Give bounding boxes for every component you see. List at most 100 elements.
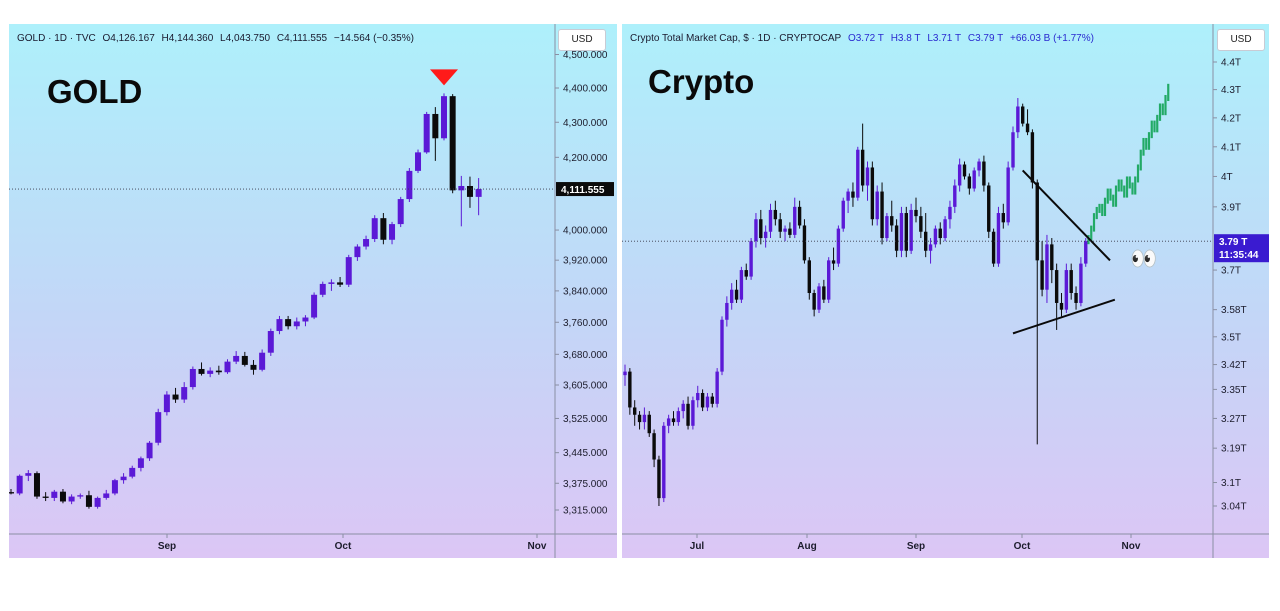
crypto-candle-body bbox=[899, 213, 904, 251]
gold-candle-body bbox=[77, 495, 84, 497]
gold-candle-body bbox=[423, 113, 430, 153]
crypto-big-label: Crypto bbox=[648, 63, 755, 100]
gold-y-tick-label: 4,400.000 bbox=[563, 84, 608, 95]
crypto-candle-body bbox=[841, 200, 845, 229]
gold-y-tick-label: 3,840.000 bbox=[563, 286, 608, 297]
crypto-candle-body bbox=[1050, 244, 1054, 271]
crypto-candle-body bbox=[870, 167, 875, 220]
gold-overlay: 4,111.555 bbox=[9, 69, 614, 197]
crypto-x-ticks: Jul Aug Sep Oct Nov bbox=[690, 534, 1141, 552]
gold-candle-body bbox=[319, 283, 326, 295]
crypto-candle-body bbox=[977, 161, 981, 171]
crypto-candle-body bbox=[793, 206, 797, 235]
crypto-chart-svg[interactable]: 4.4T 4.3T 4.2T 4.1T 4T 3.9T 3.7T 3.58T 3.5T 3.42T… bbox=[622, 24, 1269, 558]
gold-candle-body bbox=[250, 364, 257, 370]
crypto-candle-body bbox=[647, 414, 651, 434]
crypto-x-tick-label: Sep bbox=[907, 541, 925, 552]
crypto-change: +66.03 B (+1.77%) bbox=[1010, 33, 1094, 44]
crypto-candle-body bbox=[894, 225, 899, 251]
crypto-y-tick-label: 4T bbox=[1221, 172, 1233, 183]
gold-candle-body bbox=[285, 319, 292, 327]
crypto-candle-body bbox=[1054, 270, 1059, 303]
crypto-high: H3.8 T bbox=[890, 33, 921, 44]
gold-chart-panel[interactable]: 4,500.000 4,400.000 4,300.000 4,200.000 4,00… bbox=[9, 24, 617, 558]
gold-candle-body bbox=[25, 473, 32, 476]
gold-candle-body bbox=[233, 355, 240, 362]
crypto-candle-body bbox=[991, 231, 996, 264]
gold-candle-body bbox=[466, 185, 473, 197]
crypto-symbol: Crypto Total Market Cap, $ · 1D · CRYPTO… bbox=[630, 33, 842, 44]
gold-candle-body bbox=[129, 467, 136, 477]
crypto-y-tick-label: 4.4T bbox=[1221, 58, 1241, 69]
gold-candle-body bbox=[380, 218, 387, 240]
crypto-candle-body bbox=[856, 149, 860, 198]
crypto-candle-body bbox=[657, 459, 661, 499]
crypto-x-tick-label: Jul bbox=[690, 541, 705, 552]
crypto-candle-body bbox=[938, 228, 942, 239]
gold-candle-body bbox=[267, 331, 274, 353]
gold-y-tick-label: 3,525.000 bbox=[563, 414, 608, 425]
crypto-candle-body bbox=[783, 228, 787, 232]
gold-candle-body bbox=[68, 496, 75, 502]
gold-candle-body bbox=[449, 96, 456, 191]
gold-candle-body bbox=[458, 185, 465, 191]
crypto-candle-body bbox=[996, 213, 1001, 264]
crypto-currency-button[interactable]: USD bbox=[1217, 29, 1265, 51]
gold-red-triangle-marker bbox=[430, 69, 458, 86]
crypto-candle-body bbox=[807, 260, 811, 294]
crypto-candle-body bbox=[1006, 167, 1010, 223]
gold-candle-body bbox=[42, 496, 49, 498]
gold-candle-body bbox=[224, 361, 231, 373]
crypto-chart-panel[interactable]: 4.4T 4.3T 4.2T 4.1T 4T 3.9T 3.7T 3.58T 3.5T 3.42T… bbox=[622, 24, 1269, 558]
crypto-candle-body bbox=[909, 209, 913, 251]
crypto-candle-body bbox=[1079, 263, 1083, 303]
crypto-candle-body bbox=[880, 191, 884, 239]
crypto-candle-body bbox=[933, 228, 938, 245]
crypto-candle-body bbox=[700, 392, 705, 408]
crypto-candle-body bbox=[875, 191, 879, 220]
gold-background bbox=[9, 24, 617, 558]
crypto-candle-body bbox=[914, 209, 918, 217]
gold-chart-svg[interactable]: 4,500.000 4,400.000 4,300.000 4,200.000 4,00… bbox=[9, 24, 617, 558]
crypto-y-tick-label: 3.1T bbox=[1221, 478, 1241, 489]
crypto-y-tick-label: 3.9T bbox=[1221, 202, 1241, 213]
gold-candle-body bbox=[181, 387, 188, 400]
crypto-candle-body bbox=[749, 241, 753, 277]
gold-y-tick-label: 3,375.000 bbox=[563, 479, 608, 490]
crypto-candle-body bbox=[904, 213, 908, 251]
crypto-candle-body bbox=[822, 286, 826, 300]
gold-candle-body bbox=[259, 352, 266, 370]
gold-candle-body bbox=[371, 218, 378, 240]
gold-candle-body bbox=[345, 257, 352, 285]
gold-candle-body bbox=[293, 321, 300, 327]
gold-candle-body bbox=[389, 224, 396, 240]
gold-y-ticks: 4,500.000 4,400.000 4,300.000 4,200.000 4,00… bbox=[555, 50, 608, 517]
crypto-candle-body bbox=[957, 164, 962, 186]
gold-candle-body bbox=[397, 199, 404, 225]
gold-x-tick-label: Oct bbox=[335, 541, 352, 552]
crypto-y-tick-label: 3.42T bbox=[1221, 360, 1247, 371]
crypto-candle-body bbox=[890, 216, 894, 226]
crypto-candle-body bbox=[686, 403, 690, 426]
gold-x-tick-label: Sep bbox=[158, 541, 176, 552]
crypto-last-price-label: 3.79 T bbox=[1219, 237, 1247, 248]
crypto-y-tick-label: 3.27T bbox=[1221, 414, 1247, 425]
crypto-candle-body bbox=[1045, 244, 1049, 290]
crypto-candle-body bbox=[827, 260, 831, 300]
crypto-candle-body bbox=[778, 219, 782, 232]
crypto-candle-body bbox=[637, 414, 642, 423]
crypto-candle-body bbox=[987, 185, 991, 232]
crypto-candle-body bbox=[759, 219, 763, 239]
crypto-candle-body bbox=[928, 244, 933, 251]
crypto-candle-body bbox=[1035, 182, 1039, 261]
gold-open: O4,126.167 bbox=[102, 33, 155, 44]
crypto-candle-body bbox=[1025, 123, 1030, 133]
gold-currency-button[interactable]: USD bbox=[558, 29, 606, 51]
crypto-candle-body bbox=[797, 206, 802, 226]
gold-candle-body bbox=[311, 294, 318, 318]
gold-high: H4,144.360 bbox=[161, 33, 214, 44]
crypto-countdown-label: 11:35:44 bbox=[1219, 250, 1259, 261]
crypto-candles bbox=[623, 98, 1088, 506]
gold-candle-body bbox=[9, 492, 14, 494]
crypto-candle-body bbox=[1001, 213, 1005, 223]
